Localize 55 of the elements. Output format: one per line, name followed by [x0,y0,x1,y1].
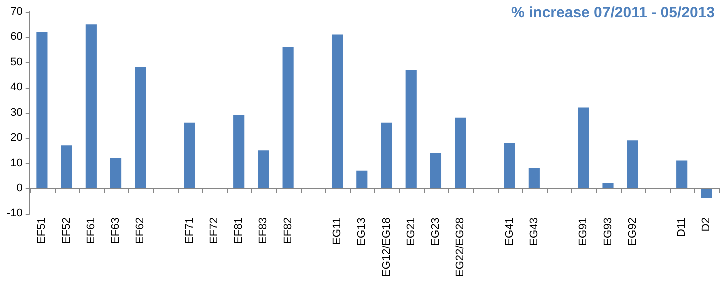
x-tick-label: EG41 [504,218,516,246]
bar [528,168,540,188]
x-tick-label: EF82 [282,218,294,244]
x-tick-label: EG93 [602,218,614,246]
y-tick-label: 10 [10,157,23,170]
bar [61,146,72,188]
bar [258,150,270,188]
x-tick-label: EF63 [110,218,122,244]
chart-title: % increase 07/2011 - 05/2013 [512,4,715,22]
y-tick-label: 0 [16,182,23,195]
bar [86,24,97,188]
bar [135,67,146,188]
x-tick-label: EG12/EG18 [380,218,393,278]
bar [430,153,442,188]
y-tick-label: -10 [6,208,23,220]
x-tick-label: EG91 [578,218,590,246]
x-tick-label: EG23 [430,218,442,246]
y-tick-label: 50 [10,56,23,68]
x-tick-label: D11 [676,218,688,238]
x-tick-label: EG22/EG28 [454,218,467,278]
bar [406,70,417,188]
bar [356,170,368,188]
bar [110,158,122,188]
x-tick-label: EF71 [184,218,196,244]
x-tick-label: EG43 [528,218,540,246]
bar [627,140,638,188]
bar [332,34,344,188]
x-tick-label: EF61 [85,218,98,244]
bar [701,188,712,199]
bar [602,183,614,188]
y-tick-label: 30 [10,106,23,119]
bar [455,118,466,188]
y-tick-label: 70 [10,6,23,18]
bar [676,160,688,188]
x-tick-label: EG21 [405,218,418,246]
y-tick-label: 60 [10,31,23,44]
bar [282,47,294,188]
x-tick-label: EF81 [233,218,246,244]
x-tick-label: EF83 [258,218,270,244]
bar [36,32,48,188]
x-tick-label: EG92 [626,218,639,246]
x-tick-label: EF52 [60,218,73,244]
x-tick-label: EF72 [208,218,221,244]
x-tick-label: EF62 [134,218,147,244]
bar [381,122,392,188]
x-tick-label: D2 [700,218,713,232]
y-tick-label: 40 [10,82,23,94]
bar [234,115,245,188]
x-tick-label: EG11 [332,218,344,245]
bar [184,122,196,188]
y-tick-label: 20 [10,132,23,144]
bar [578,108,590,188]
bar [504,143,516,188]
x-tick-label: EF51 [36,218,48,244]
x-tick-label: EG13 [356,218,368,246]
